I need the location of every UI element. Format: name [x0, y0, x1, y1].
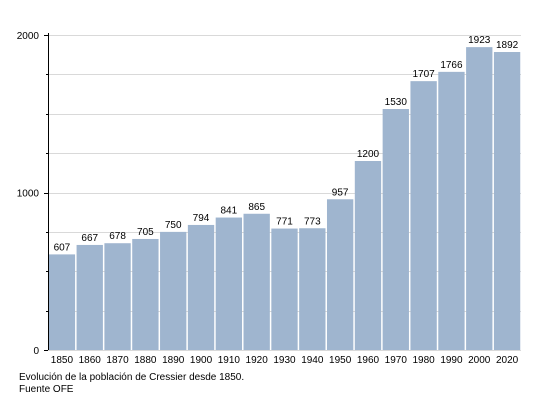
bar [160, 231, 187, 350]
x-tick-label: 1940 [301, 355, 324, 366]
bar-value-label: 1530 [385, 97, 408, 108]
x-tick-label: 1910 [218, 355, 241, 366]
bar [48, 254, 76, 350]
bar-value-label: 750 [165, 220, 182, 231]
bar [215, 217, 243, 350]
bar [354, 161, 382, 350]
bar-value-label: 771 [276, 217, 293, 228]
x-tick-label: 1870 [106, 355, 129, 366]
y-tick-label: 1000 [17, 189, 40, 200]
x-tick-label: 1930 [273, 355, 296, 366]
x-tick-label: 2020 [496, 355, 519, 366]
bar [326, 199, 354, 350]
y-tick-label: 2000 [17, 31, 40, 42]
bar [438, 71, 465, 350]
bar-value-label: 1892 [496, 40, 519, 51]
x-tick-label: 1950 [329, 355, 352, 366]
bar-value-labels: 607 667 678 705 750 794 841 865 771 773 957 1200 153… [54, 35, 519, 253]
bar [382, 109, 409, 351]
bar [493, 52, 521, 350]
bar-value-label: 1200 [357, 149, 380, 160]
x-tick-label: 1860 [79, 355, 102, 366]
bar [410, 81, 437, 351]
x-tick-label: 1980 [412, 355, 435, 366]
bar [187, 224, 215, 350]
x-tick-label: 1990 [440, 355, 463, 366]
bar-value-label: 678 [109, 231, 126, 242]
x-tick-label: 1880 [134, 355, 157, 366]
x-tick-label: 1890 [162, 355, 185, 366]
x-tick-label: 1960 [357, 355, 380, 366]
bar-value-label: 773 [304, 216, 321, 227]
bar-value-label: 841 [221, 206, 238, 217]
bar-value-label: 865 [248, 202, 265, 213]
bar-value-label: 607 [54, 242, 71, 253]
x-tick-label: 2000 [468, 355, 491, 366]
chart-caption: Evolución de la población de Cressier de… [19, 372, 245, 383]
bar [76, 244, 103, 350]
bar-value-label: 1923 [468, 35, 491, 46]
bar-value-label: 705 [137, 227, 154, 238]
bar-value-label: 794 [193, 213, 210, 224]
bar [466, 47, 493, 350]
bar [299, 228, 326, 350]
bar [132, 238, 159, 350]
bar-value-label: 1707 [412, 69, 435, 80]
x-tick-label: 1920 [246, 355, 269, 366]
bar-value-label: 667 [81, 233, 98, 244]
bar [243, 213, 270, 350]
y-tick-label: 0 [33, 346, 39, 357]
bars [48, 47, 521, 351]
bar-value-label: 1766 [440, 60, 463, 71]
bar [104, 243, 131, 350]
bar-value-label: 957 [332, 187, 349, 198]
bar [271, 228, 298, 350]
x-tick-label: 1970 [385, 355, 408, 366]
x-tick-label: 1850 [51, 355, 74, 366]
x-tick-label: 1900 [190, 355, 213, 366]
axes: 1850 1860 1870 1880 1890 1900 1910 1920 1930 1940… [17, 31, 521, 366]
chart-source: Fuente OFE [19, 384, 74, 395]
